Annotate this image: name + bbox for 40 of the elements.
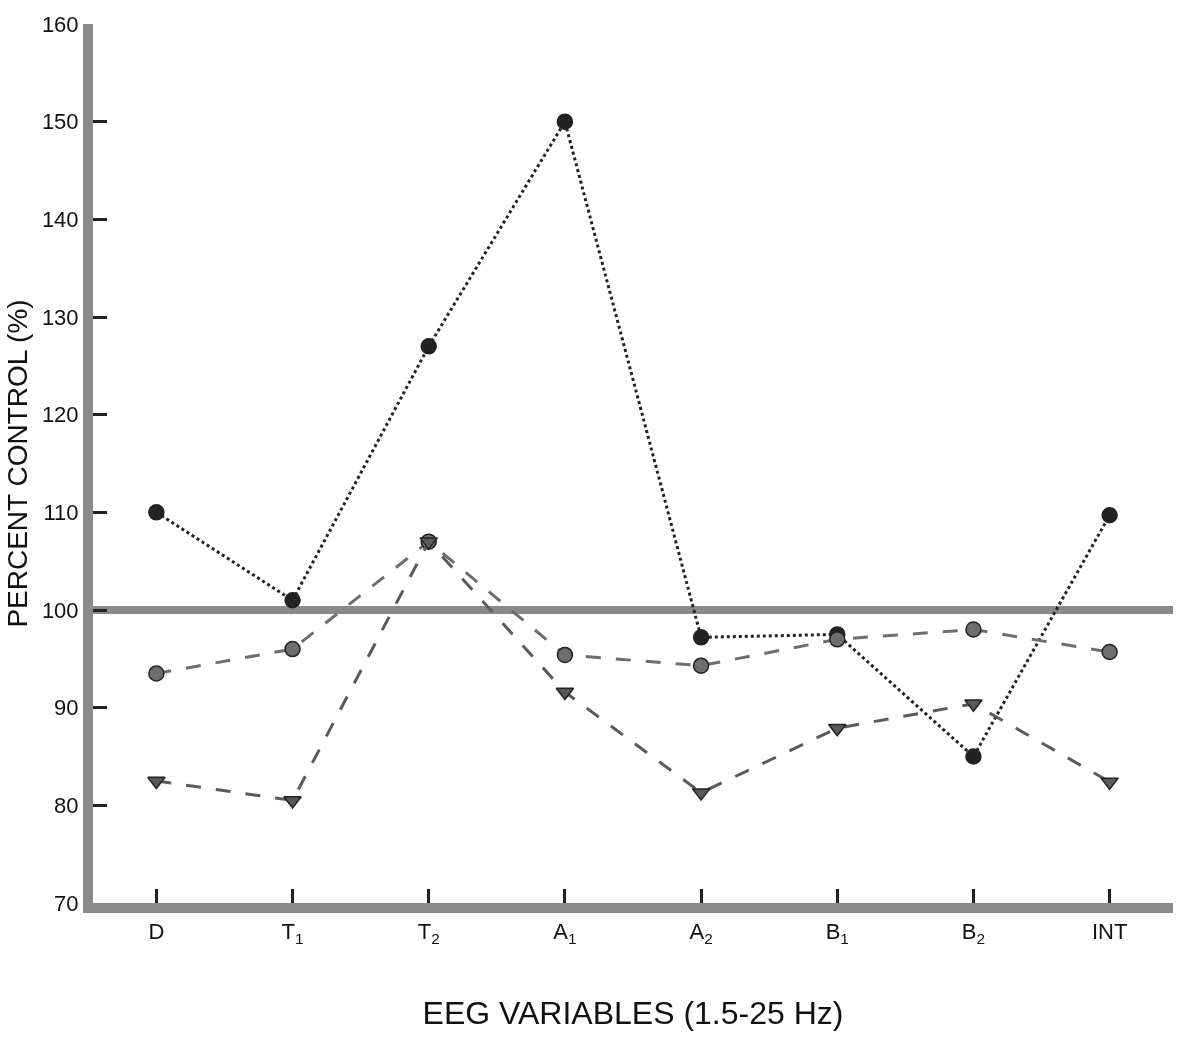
y-tick-label: 110	[43, 500, 79, 526]
y-axis-title: PERCENT CONTROL (%)	[2, 299, 34, 628]
point	[1101, 643, 1118, 661]
point	[420, 338, 437, 355]
x-axis-title: EEG VARIABLES (1.5-25 Hz)	[422, 995, 844, 1032]
x-tick-label: T$_{1}$	[281, 919, 304, 948]
point	[148, 504, 165, 521]
point	[1100, 777, 1120, 791]
x-tick-label: T$_{2}$	[417, 919, 440, 948]
x-tick-label: D	[148, 919, 165, 945]
point	[146, 776, 166, 790]
y-tick-label: 80	[54, 793, 79, 819]
point	[555, 687, 575, 701]
point	[556, 646, 574, 664]
y-tick-label: 130	[41, 304, 79, 330]
point	[965, 621, 982, 638]
x-tick-label: B$_{1}$	[825, 919, 849, 948]
point	[283, 795, 302, 809]
point	[965, 748, 982, 765]
y-tick-label: 70	[54, 890, 79, 916]
y-tick-label: 150	[41, 109, 79, 135]
point	[284, 591, 301, 609]
y-tick-label: 90	[54, 695, 79, 721]
x-tick-label: B$_{2}$	[961, 919, 986, 948]
y-tick-label: 120	[41, 402, 79, 428]
x-tick-label: INT	[1091, 919, 1128, 945]
point	[827, 723, 847, 737]
x-tick-label: A$_{2}$	[689, 919, 713, 948]
point	[1101, 507, 1118, 524]
point	[964, 699, 983, 713]
point	[692, 657, 710, 674]
point	[284, 640, 301, 658]
point	[148, 665, 165, 682]
y-tick-label: 100	[41, 597, 79, 623]
y-tick-label: 160	[41, 11, 79, 37]
point	[692, 629, 710, 646]
x-tick-label: A$_{1}$	[553, 919, 577, 948]
y-tick-label: 140	[41, 207, 79, 233]
point	[829, 631, 846, 648]
point	[556, 113, 574, 130]
